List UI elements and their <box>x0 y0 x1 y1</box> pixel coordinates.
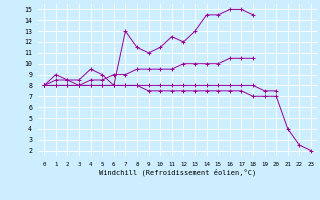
X-axis label: Windchill (Refroidissement éolien,°C): Windchill (Refroidissement éolien,°C) <box>99 169 256 176</box>
